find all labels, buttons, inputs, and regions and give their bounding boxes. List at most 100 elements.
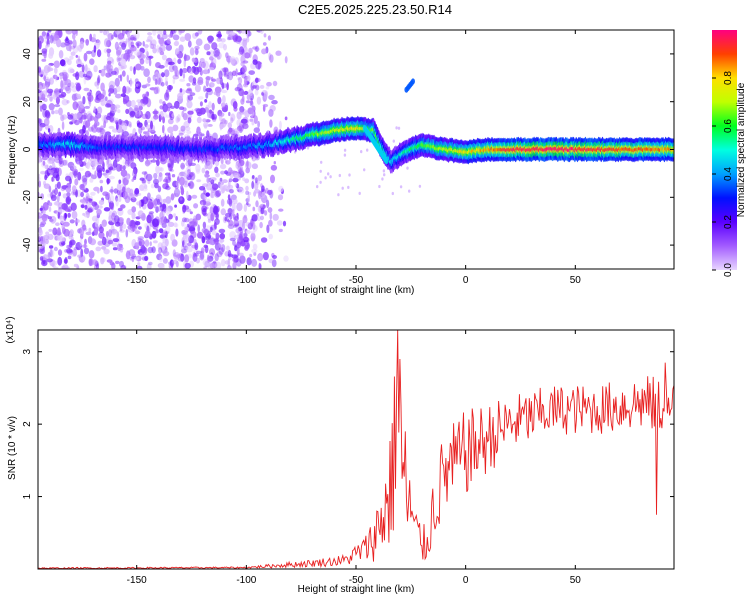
spectrogram-speckle [81, 64, 85, 73]
spectrogram-speckle [96, 49, 102, 58]
spectrogram-speckle [75, 58, 82, 66]
spectrogram-speckle [200, 247, 205, 254]
spectrogram-speckle [161, 72, 165, 78]
spectrogram-speckle [208, 238, 213, 245]
spectrogram-speckle [119, 222, 123, 232]
spectrogram-speckle [52, 74, 58, 80]
spectrogram-speckle [329, 175, 332, 179]
spectrogram-speckle [141, 187, 148, 192]
spectrogram-speckle [195, 257, 200, 264]
spectrogram-speckle [110, 104, 118, 114]
spectrogram-speckle [227, 253, 234, 257]
spectrogram-speckle [71, 252, 76, 257]
spectrogram-speckle [42, 202, 49, 211]
spectrogram-speckle [43, 50, 47, 59]
spectrogram-speckle [113, 67, 119, 76]
spectrogram-speckle [94, 221, 99, 228]
spectrogram-speckle [47, 233, 54, 240]
spectrogram-speckle [93, 121, 97, 129]
spectrogram-speckle [243, 237, 249, 241]
spectrogram-speckle [244, 77, 248, 86]
spectrogram-speckle [126, 175, 130, 180]
spectrogram-speckle [65, 36, 69, 41]
spectrogram-speckle [91, 259, 98, 266]
spectrogram-speckle [244, 52, 251, 59]
spectrogram-speckle [266, 199, 270, 209]
spectrogram-speckle [202, 221, 207, 229]
spectrogram-speckle [202, 198, 207, 206]
spectrogram-speckle [38, 176, 41, 181]
spectrogram-speckle [159, 202, 162, 208]
spectrogram-speckle [114, 30, 121, 35]
spectrogram-speckle [250, 232, 256, 241]
spectrogram-speckle [183, 54, 191, 61]
spectrogram-speckle [96, 85, 99, 90]
spectrogram-speckle [148, 58, 152, 67]
spectrogram-speckle [252, 243, 258, 250]
spectrogram-speckle [277, 194, 284, 201]
spectrogram-speckle [206, 198, 211, 204]
spectrogram-speckle [251, 175, 255, 179]
spectrogram-speckle [79, 228, 85, 237]
spectrogram-speckle [187, 40, 192, 48]
spectrogram-speckle [153, 178, 159, 185]
spectrogram-speckle [140, 245, 146, 254]
spectrogram-speckle [81, 219, 86, 228]
spectrogram-speckle [251, 163, 258, 170]
spectrogram-speckle [46, 32, 50, 41]
colorbar-tick-label: 0.6 [723, 119, 734, 133]
spectrogram-speckle [122, 95, 130, 103]
spectrogram-speckle [226, 75, 233, 80]
spectrogram-speckle [175, 216, 178, 221]
spectrogram-speckle [103, 207, 111, 212]
spectrogram-speckle [152, 218, 159, 228]
spectrogram-speckle [210, 191, 214, 198]
spectrogram-speckle [348, 173, 351, 177]
spectrogram-speckle [111, 212, 116, 221]
spectrogram-speckle [181, 220, 185, 227]
spectrogram-speckle [238, 46, 245, 55]
spectrogram-speckle [232, 261, 237, 269]
spectrogram-speckle [165, 44, 172, 51]
spectrogram-ridge-mark [384, 158, 389, 165]
spectrogram-speckle [259, 30, 264, 34]
spectrogram-speckle [50, 249, 55, 257]
spectrogram-speckle [80, 184, 84, 189]
spectrogram-speckle [216, 77, 222, 85]
spectrogram-speckle [75, 71, 80, 81]
spectrogram-speckle [38, 212, 43, 219]
spectrogram-speckle [115, 93, 122, 99]
spectrogram-speckle [41, 260, 48, 267]
spectrogram-speckle [42, 239, 46, 247]
spectrogram-speckle [233, 128, 241, 135]
spectrogram-speckle [118, 246, 124, 251]
spectrogram-speckle [261, 48, 267, 55]
spectrogram-speckle [175, 48, 180, 55]
spectrogram-speckle [91, 166, 95, 170]
spectrogram-speckle [194, 48, 199, 56]
spectrogram-speckle [134, 49, 141, 56]
spectrogram-speckle [84, 64, 88, 72]
spectrogram-y-tick-label: 0 [22, 146, 33, 152]
spectrogram-speckle [54, 67, 58, 74]
spectrogram-speckle [252, 59, 258, 65]
spectrogram-speckle [220, 170, 225, 175]
spectrogram-speckle [79, 183, 85, 191]
spectrogram-speckle [111, 210, 117, 218]
spectrogram-speckle [316, 185, 319, 189]
spectrogram-speckle [96, 127, 102, 133]
spectrogram-speckle [184, 254, 190, 263]
spectrogram-speckle [131, 194, 135, 200]
spectrogram-speckle [162, 116, 166, 124]
spectrogram-speckle [192, 81, 197, 86]
spectrogram-speckle [167, 126, 174, 134]
spectrogram-speckle [337, 193, 340, 197]
spectrogram-speckle [162, 124, 165, 134]
spectrogram-speckle [146, 214, 152, 224]
spectrogram-speckle [180, 187, 185, 196]
colorbar-tick-label: 0.4 [723, 167, 734, 181]
spectrogram-speckle [185, 208, 192, 213]
spectrogram-speckle [239, 106, 245, 113]
spectrogram-speckle [160, 82, 165, 87]
spectrogram-speckle [250, 230, 256, 234]
